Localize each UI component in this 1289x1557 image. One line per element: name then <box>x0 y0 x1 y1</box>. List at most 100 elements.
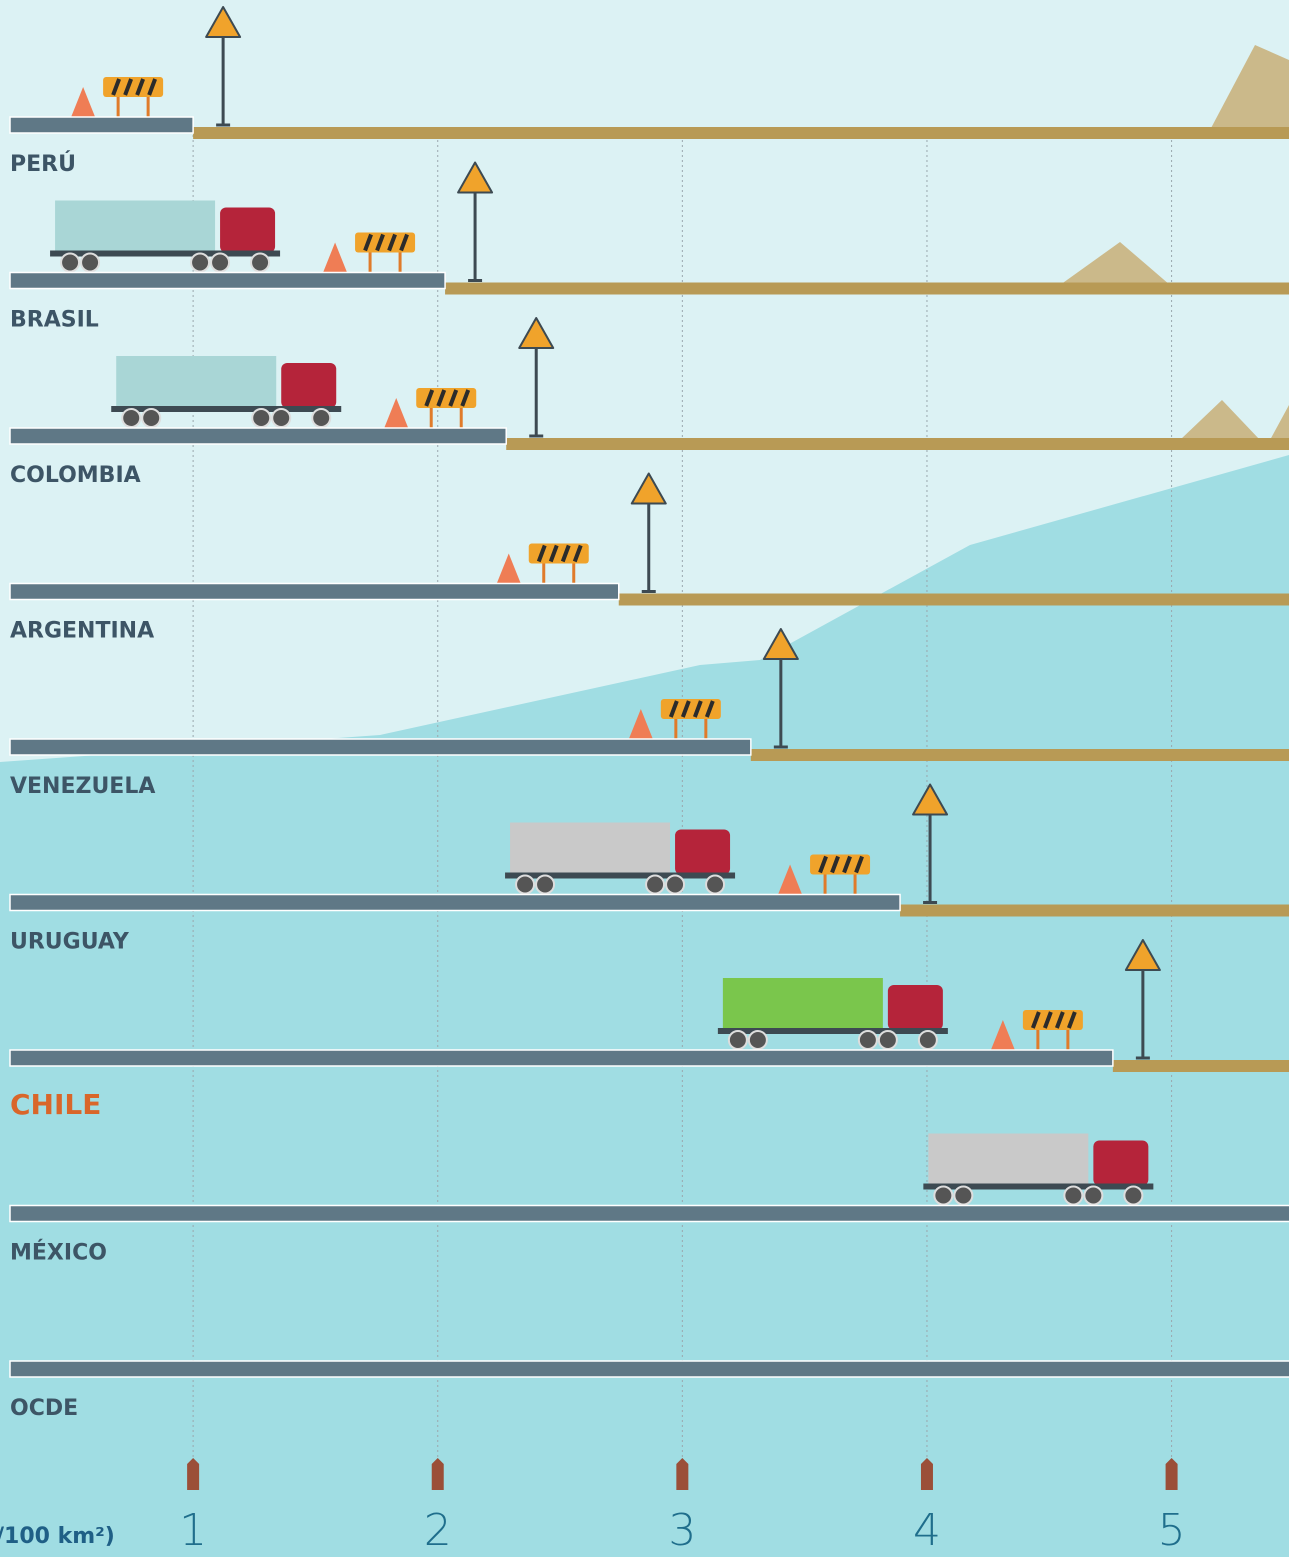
dirt-road <box>506 438 1289 450</box>
cab <box>220 207 276 253</box>
category-label: VENEZUELA <box>10 774 155 799</box>
x-tick-label: 2 <box>424 1505 452 1556</box>
wheel <box>727 1030 748 1050</box>
tick-post <box>920 1458 933 1490</box>
cab <box>675 829 731 875</box>
wheel <box>953 1185 974 1206</box>
cone <box>71 87 96 117</box>
hill <box>1210 45 1289 130</box>
barrier-stripes <box>536 544 583 563</box>
trailer <box>928 1133 1089 1184</box>
wheel <box>535 874 556 895</box>
wheel <box>645 874 666 895</box>
water <box>0 455 1289 1557</box>
dirt-road <box>1112 1060 1289 1072</box>
wheel <box>60 252 81 273</box>
category-label: URUGUAY <box>10 930 130 955</box>
category-label: MÉXICO <box>10 1240 107 1266</box>
chassis <box>717 1028 948 1034</box>
road <box>9 582 620 601</box>
wheel <box>933 1185 954 1206</box>
category-label: COLOMBIA <box>10 463 141 488</box>
category-label: ARGENTINA <box>10 619 154 644</box>
road <box>9 1360 1289 1378</box>
road <box>9 893 901 912</box>
warning-sign <box>630 472 667 505</box>
category-label: BRASIL <box>10 308 99 333</box>
cab <box>887 985 943 1030</box>
wheel <box>917 1030 938 1050</box>
hill <box>1060 242 1170 285</box>
hill <box>1270 405 1289 440</box>
warning-sign <box>912 783 949 816</box>
barrier-stripes <box>1031 1011 1077 1029</box>
warning-sign <box>205 6 242 38</box>
cab <box>1093 1140 1149 1186</box>
wheel <box>1123 1185 1144 1206</box>
wheel <box>121 408 142 428</box>
road <box>9 271 446 290</box>
wheel <box>80 252 101 273</box>
chassis <box>923 1183 1154 1190</box>
wheel <box>877 1030 898 1050</box>
x-tick-label: 5 <box>1158 1505 1186 1556</box>
chassis <box>111 406 342 412</box>
wheel <box>515 874 536 895</box>
dirt-road <box>445 282 1289 295</box>
dirt-road <box>618 593 1289 606</box>
road <box>9 116 194 134</box>
road <box>9 1204 1289 1223</box>
warning-sign <box>762 628 799 660</box>
wheel <box>705 874 726 895</box>
barrier-stripes <box>668 700 715 718</box>
wheel <box>250 252 271 273</box>
chassis <box>505 872 736 879</box>
wheel <box>1063 1185 1084 1206</box>
warning-sign <box>457 161 494 194</box>
tick-post <box>1165 1458 1178 1490</box>
cone <box>384 398 409 428</box>
trailer <box>116 356 277 406</box>
wheel <box>251 408 272 428</box>
wheel <box>141 408 162 428</box>
cone <box>778 864 803 895</box>
cab <box>281 363 337 408</box>
wheel <box>190 252 211 273</box>
chassis <box>50 250 281 257</box>
dirt-road <box>193 127 1289 139</box>
barrier-stripes <box>111 78 157 96</box>
trailer <box>722 978 883 1028</box>
wheel <box>311 408 332 428</box>
wheel <box>665 874 686 895</box>
category-label: PERÚ <box>10 151 76 177</box>
tick-post <box>676 1458 689 1490</box>
wheel <box>747 1030 768 1050</box>
cone <box>628 709 653 739</box>
trailer <box>55 200 216 251</box>
road <box>9 738 752 756</box>
category-label: CHILE <box>10 1088 101 1121</box>
tick-post <box>431 1458 444 1490</box>
wheel <box>271 408 292 428</box>
wheel <box>1083 1185 1104 1206</box>
barrier-stripes <box>818 855 864 874</box>
road <box>9 427 507 445</box>
tick-post <box>187 1458 200 1490</box>
hill <box>1180 400 1260 440</box>
x-tick-label: 4 <box>913 1505 941 1556</box>
warning-sign <box>1124 939 1161 971</box>
barrier-stripes <box>424 389 471 407</box>
barrier-stripes <box>363 233 409 252</box>
dirt-road <box>900 904 1289 917</box>
warning-sign <box>518 317 555 349</box>
cone <box>990 1020 1015 1050</box>
dirt-road <box>750 749 1289 761</box>
road <box>9 1049 1114 1067</box>
wheel <box>210 252 231 273</box>
trailer <box>510 822 671 873</box>
cone <box>496 553 521 584</box>
axis-label: /100 km²) <box>0 1524 115 1549</box>
wheel <box>857 1030 878 1050</box>
x-tick-label: 3 <box>668 1505 696 1556</box>
